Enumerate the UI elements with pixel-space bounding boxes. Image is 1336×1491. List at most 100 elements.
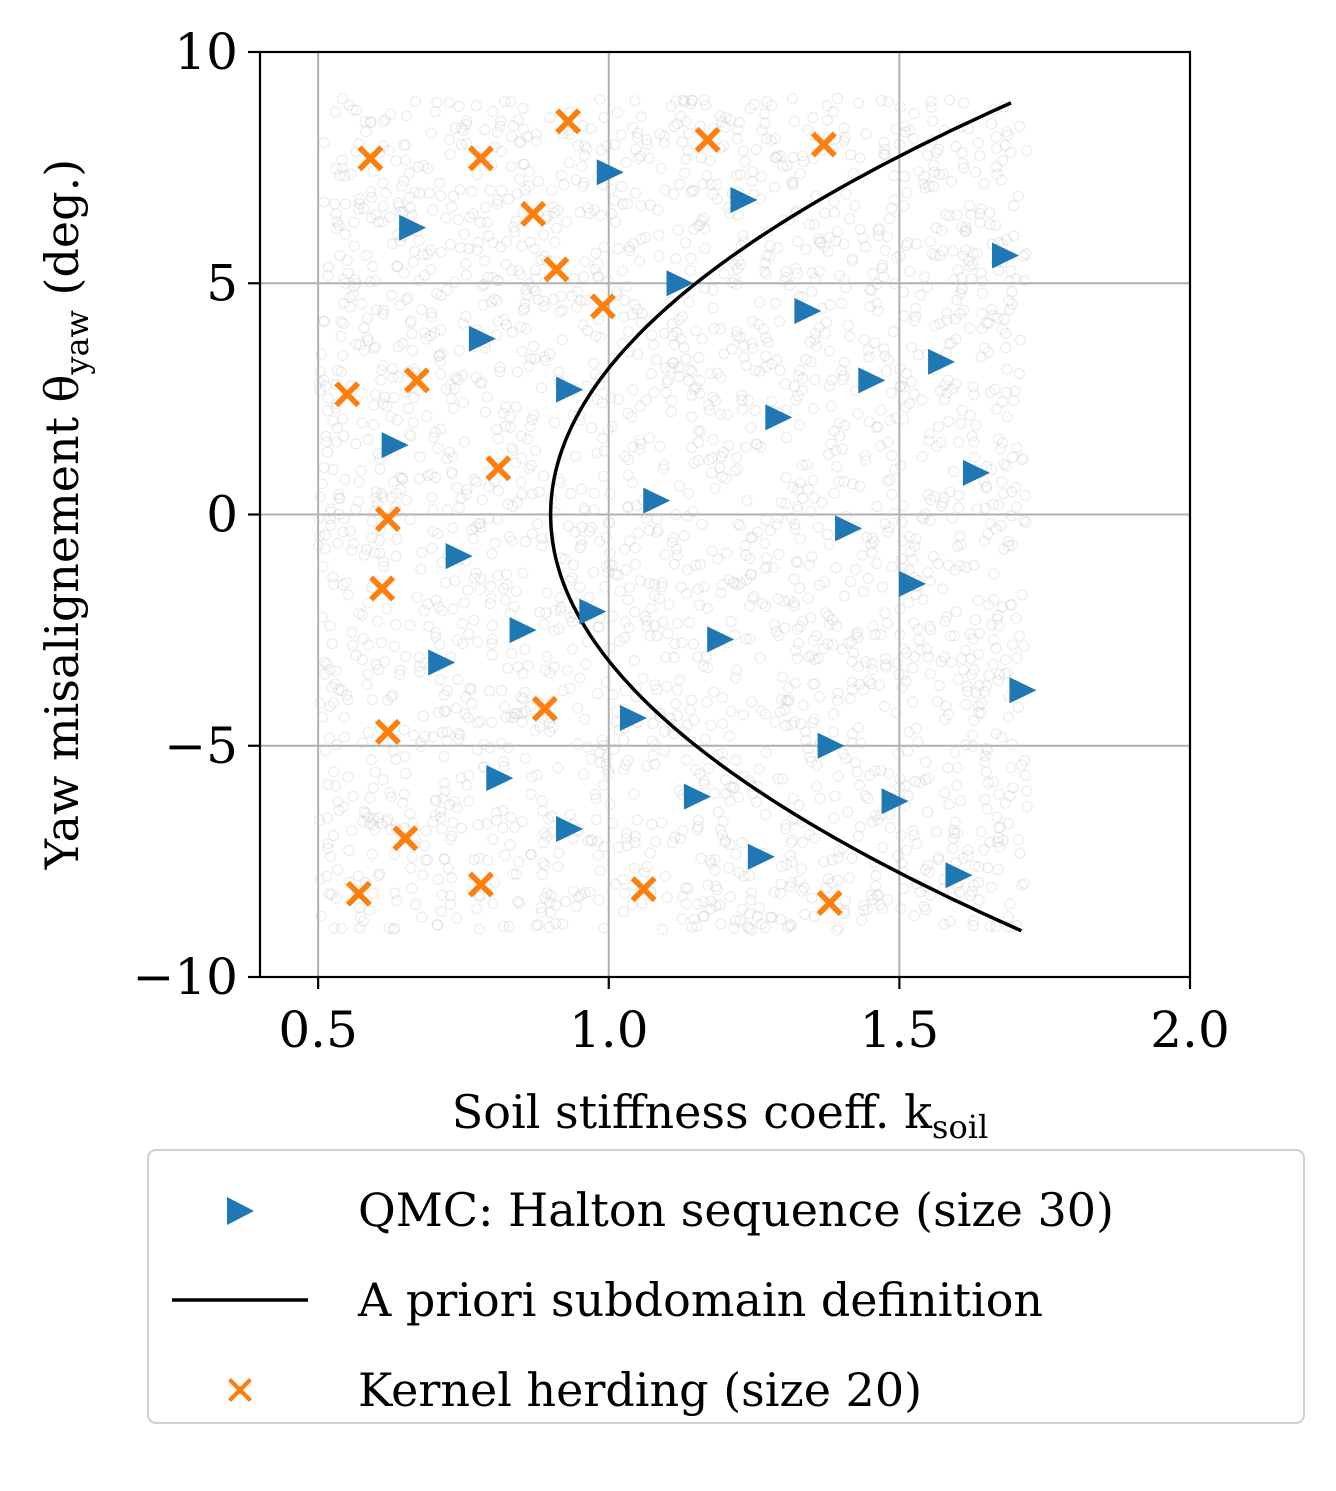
cloud-point: [990, 920, 1002, 932]
cloud-point: [629, 836, 641, 849]
cloud-point: [487, 833, 499, 846]
cloud-point: [688, 223, 700, 235]
cloud-point: [852, 660, 865, 673]
cloud-point: [441, 734, 453, 747]
kernel-herding-point-3: [357, 145, 384, 172]
cloud-point: [749, 404, 761, 416]
cloud-point: [476, 280, 488, 292]
cloud-point: [863, 675, 875, 687]
cloud-point: [1017, 250, 1030, 262]
cloud-point: [849, 200, 861, 212]
cloud-point: [498, 920, 510, 932]
cloud-point: [392, 341, 404, 353]
cloud-point: [910, 589, 922, 601]
cloud-point: [347, 289, 359, 301]
cloud-point: [455, 822, 467, 834]
cloud-point: [441, 453, 453, 465]
cloud-point: [541, 651, 553, 663]
cloud-point: [503, 193, 515, 205]
cloud-point: [593, 746, 606, 759]
cloud-point: [377, 140, 389, 152]
cloud-point: [791, 267, 804, 280]
cloud-point: [682, 128, 695, 140]
cloud-point: [914, 886, 927, 898]
cloud-point: [927, 180, 939, 192]
cloud-point: [890, 707, 902, 719]
cloud-point: [449, 382, 461, 394]
cloud-point: [741, 920, 754, 933]
cloud-point: [982, 317, 995, 329]
cloud-point: [579, 140, 591, 152]
cloud-point: [333, 489, 345, 501]
cloud-point: [930, 440, 943, 452]
cloud-point: [769, 297, 782, 309]
cloud-point: [432, 528, 444, 540]
cloud-point: [818, 241, 830, 253]
cloud-point: [631, 127, 644, 139]
cloud-point: [374, 463, 386, 475]
cloud-point: [968, 389, 980, 401]
cloud-point: [450, 702, 462, 714]
cloud-point: [629, 541, 641, 554]
cloud-point: [684, 364, 696, 376]
cloud-point: [694, 768, 706, 780]
cloud-point: [460, 690, 472, 703]
cloud-point: [789, 380, 801, 392]
cloud-point: [937, 245, 949, 257]
cloud-point: [649, 679, 661, 691]
cloud-point: [1013, 367, 1025, 380]
cloud-point: [455, 138, 468, 151]
cloud-point: [789, 394, 802, 406]
cloud-point: [361, 331, 373, 343]
cloud-point: [617, 311, 630, 323]
cloud-point: [923, 435, 935, 447]
cloud-point: [435, 905, 447, 918]
cloud-point: [413, 651, 425, 663]
cloud-point: [1003, 304, 1016, 316]
cloud-point: [810, 340, 823, 352]
cloud-point: [436, 889, 448, 901]
cloud-point: [617, 734, 630, 746]
cloud-point: [742, 394, 755, 406]
cloud-point: [934, 385, 946, 397]
cloud-point: [816, 496, 828, 509]
cloud-point: [387, 371, 399, 384]
cloud-point: [869, 809, 881, 822]
cloud-point: [527, 340, 540, 352]
cloud-point: [332, 364, 344, 376]
y-axis-label-subscript: yaw: [58, 310, 96, 376]
cloud-point: [537, 295, 550, 307]
cloud-point: [685, 186, 697, 198]
cloud-point: [643, 577, 656, 590]
cloud-point: [399, 751, 411, 763]
cloud-point: [884, 474, 896, 486]
cloud-point: [630, 499, 642, 512]
cloud-point: [612, 569, 624, 581]
cloud-point: [760, 361, 772, 373]
cloud-point: [536, 906, 548, 918]
cloud-point: [507, 221, 520, 233]
cloud-point: [381, 694, 394, 706]
cloud-point: [679, 882, 692, 894]
cloud-point: [821, 114, 833, 126]
cloud-point: [505, 811, 517, 823]
cloud-point: [981, 803, 993, 815]
cloud-point: [808, 910, 820, 923]
cloud-point: [489, 537, 501, 549]
cloud-point: [535, 902, 547, 914]
cloud-point: [489, 876, 501, 888]
cloud-point: [438, 853, 450, 865]
cloud-point: [942, 374, 955, 386]
cloud-point: [964, 889, 977, 902]
cloud-point: [1010, 501, 1023, 513]
cloud-point: [574, 206, 586, 219]
cloud-point: [912, 349, 925, 361]
cloud-point: [833, 845, 845, 857]
cloud-point: [740, 549, 752, 561]
cloud-point: [523, 277, 535, 290]
cloud-point: [392, 371, 404, 383]
cloud-point: [866, 678, 878, 690]
cloud-point: [923, 620, 936, 633]
cloud-point: [999, 139, 1012, 152]
cloud-point: [949, 816, 961, 828]
